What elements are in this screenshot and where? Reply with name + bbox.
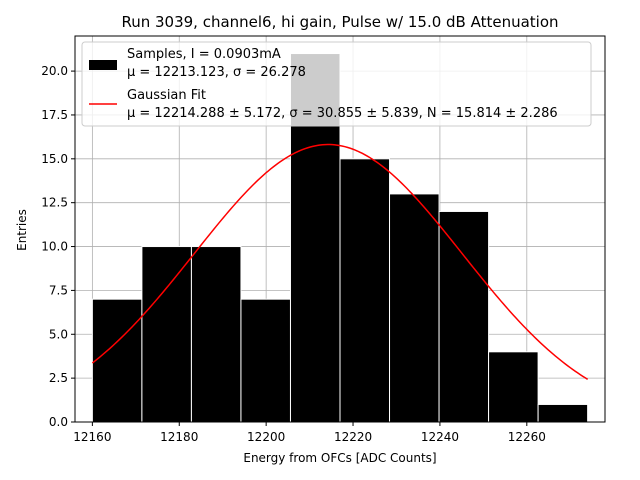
y-tick-label: 7.5: [49, 283, 68, 297]
y-tick-label: 0.0: [49, 415, 68, 429]
y-tick-label: 12.5: [41, 196, 68, 210]
histogram-bar: [339, 158, 391, 423]
histogram-bar: [240, 298, 291, 423]
legend-frame: [81, 41, 592, 127]
x-axis-ticks: 12160 12180 12200 12220 12240 12260: [73, 422, 546, 444]
x-tick-label: 12260: [508, 430, 546, 444]
x-tick-label: 12180: [160, 430, 198, 444]
x-tick-label: 12160: [73, 430, 111, 444]
y-axis-label: Entries: [15, 209, 29, 251]
legend-samples-label: Samples, I = 0.0903mA: [127, 47, 281, 62]
chart-title: Run 3039, channel6, hi gain, Pulse w/ 15…: [121, 13, 558, 31]
legend-fit-stats: μ = 12214.288 ± 5.172, σ = 30.855 ± 5.83…: [127, 106, 558, 121]
y-tick-label: 15.0: [41, 152, 68, 166]
y-tick-label: 2.5: [49, 371, 68, 385]
gaussian-fit-line: [91, 143, 589, 380]
plot-frame: [74, 35, 606, 423]
histogram-bar: [389, 193, 440, 423]
x-axis-label: Energy from OFCs [ADC Counts]: [243, 451, 436, 465]
histogram-bar: [537, 403, 589, 423]
histogram-bar: [91, 298, 143, 423]
gaussian-fit: [91, 143, 589, 380]
legend: Samples, I = 0.0903mA μ = 12213.123, σ =…: [81, 41, 592, 127]
x-tick-label: 12200: [247, 430, 285, 444]
legend-fit-label: Gaussian Fit: [127, 88, 206, 103]
y-tick-label: 17.5: [41, 108, 68, 122]
histogram-bar: [488, 351, 539, 423]
legend-samples-stats: μ = 12213.123, σ = 26.278: [127, 65, 306, 80]
x-tick-label: 12220: [334, 430, 372, 444]
histogram-bar: [190, 246, 242, 423]
x-tick-label: 12240: [421, 430, 459, 444]
legend-samples-swatch: [89, 60, 117, 70]
histogram-bar: [141, 246, 192, 423]
y-axis-ticks: 0.0 2.5 5.0 7.5 10.0 12.5 15.0 17.5 20.0: [41, 64, 75, 429]
y-tick-label: 10.0: [41, 240, 68, 254]
y-tick-label: 5.0: [49, 327, 68, 341]
histogram-bar: [438, 210, 490, 423]
y-tick-label: 20.0: [41, 64, 68, 78]
